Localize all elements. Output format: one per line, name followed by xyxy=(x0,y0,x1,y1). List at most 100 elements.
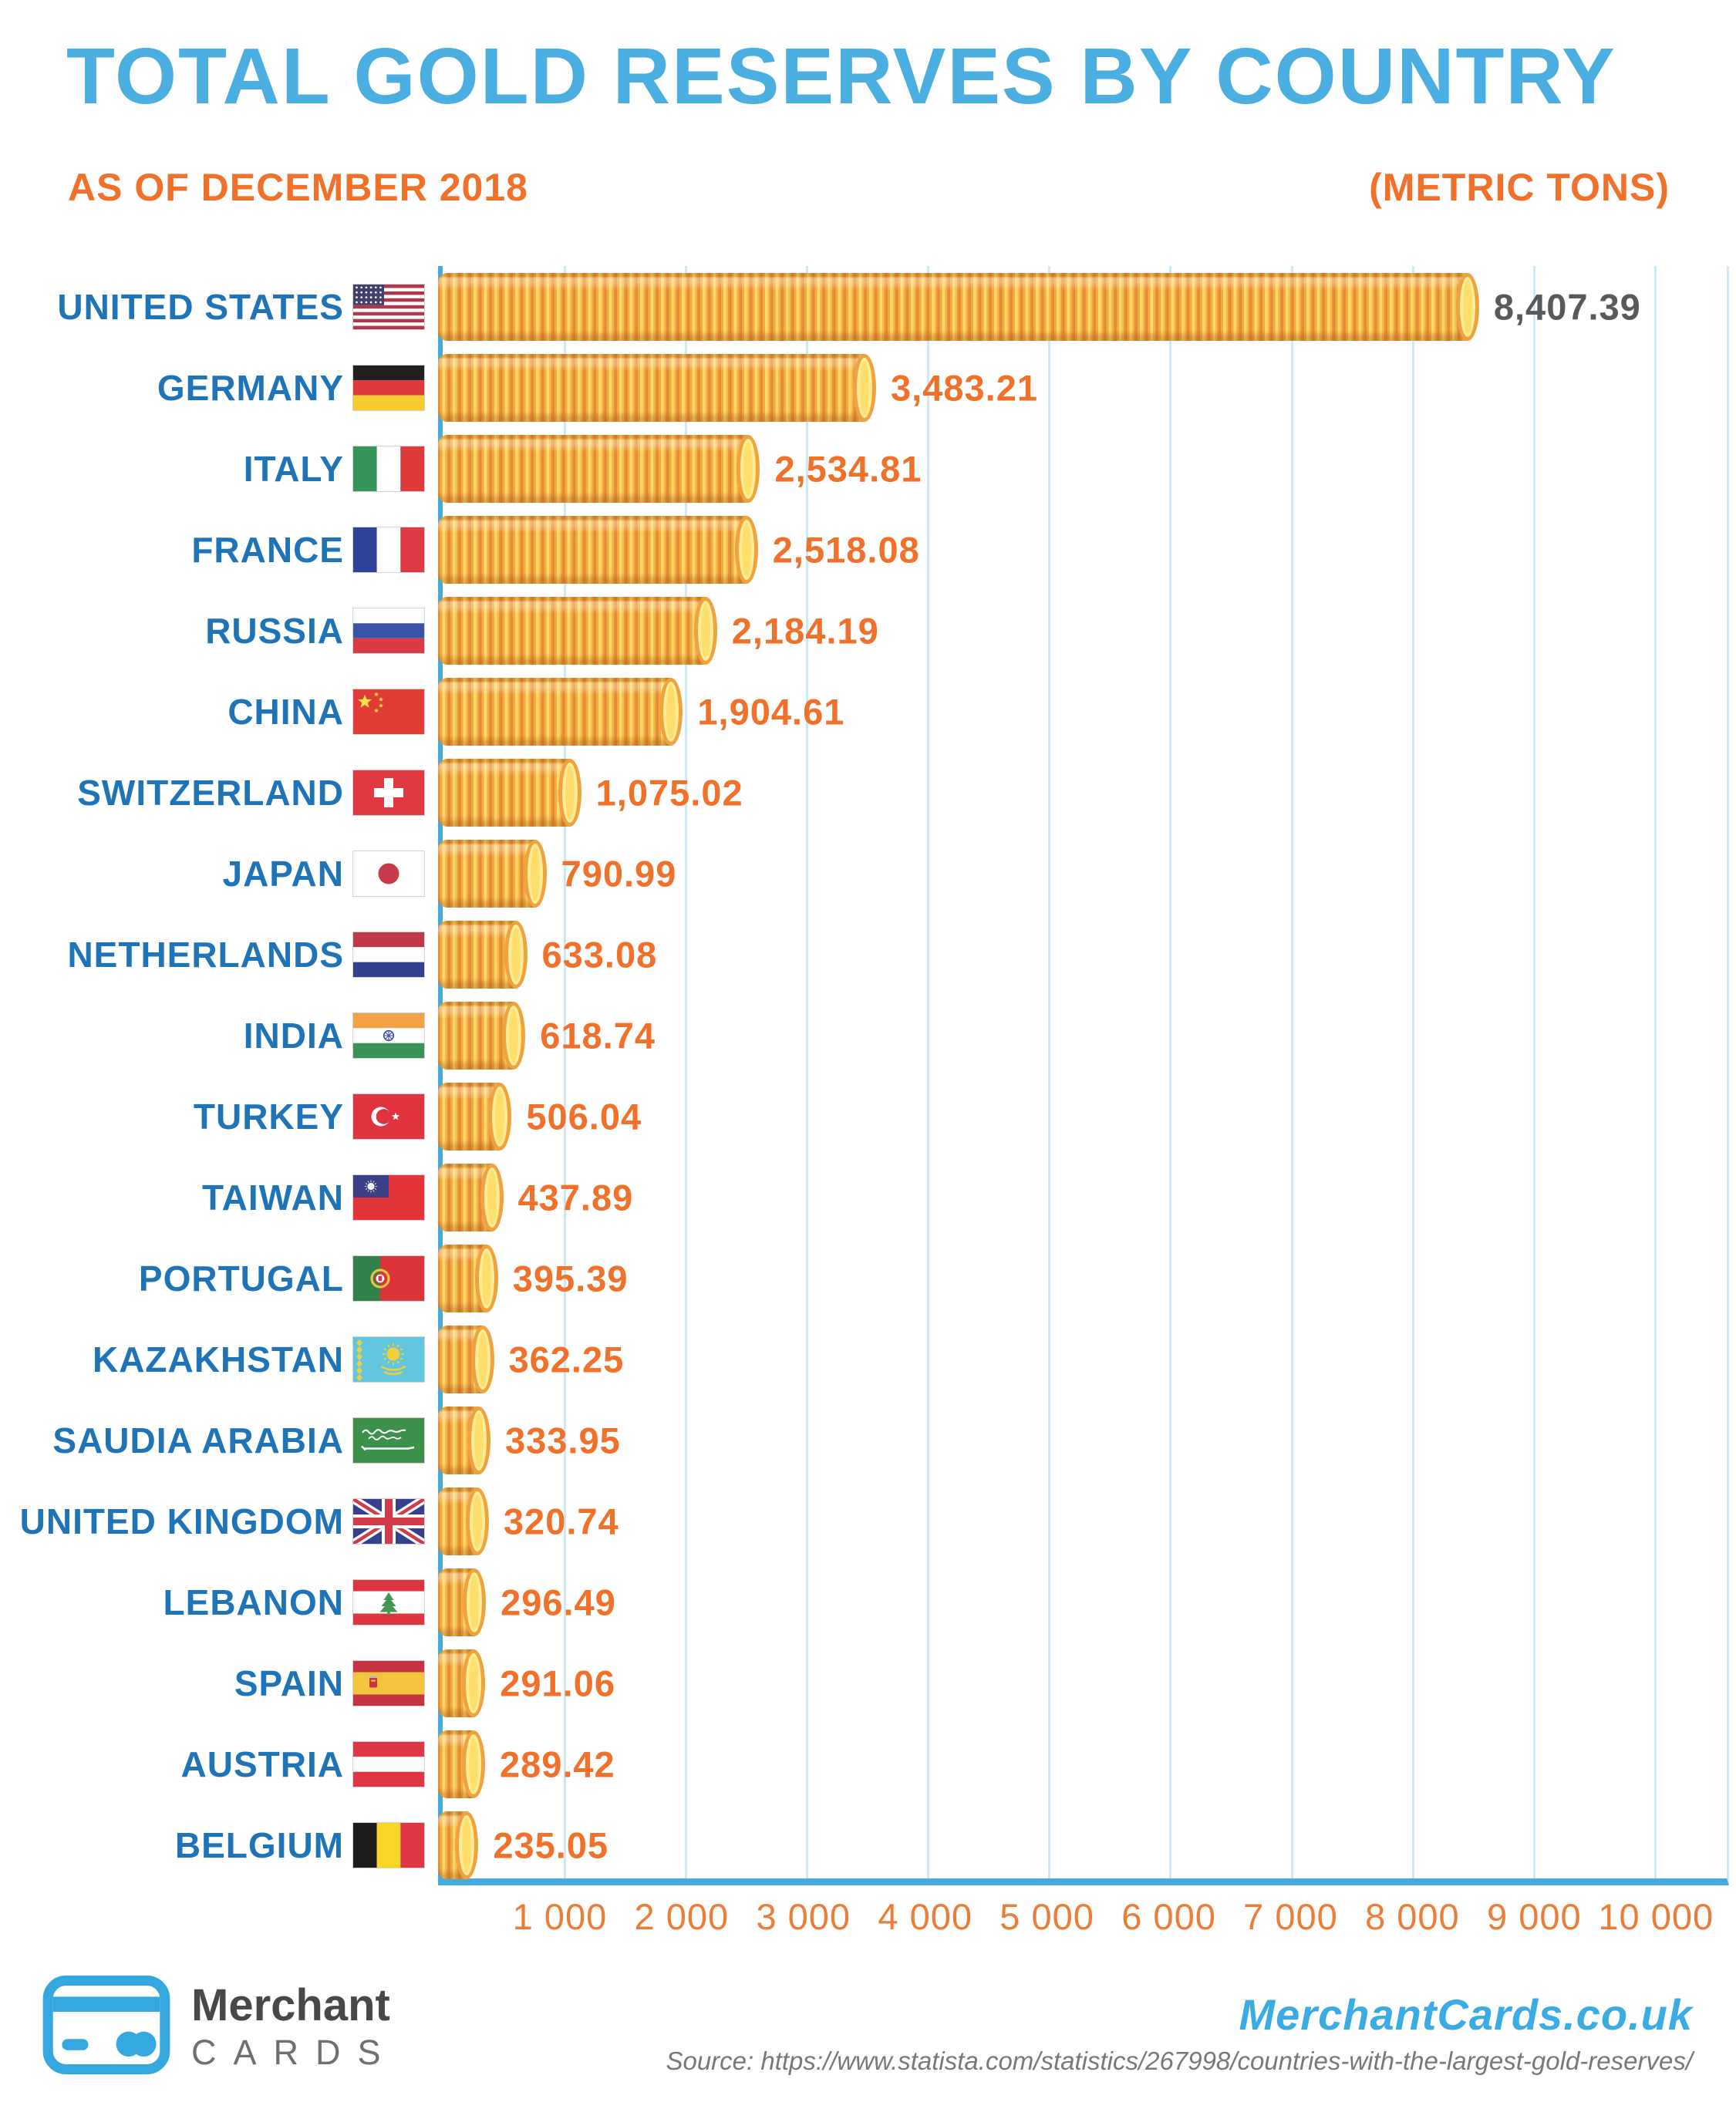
row-netherlands: NETHERLANDS 633.08 xyxy=(0,914,1736,995)
country-label: SPAIN xyxy=(234,1663,344,1703)
country-label: ITALY xyxy=(243,448,344,489)
bar-zone: 618.74 xyxy=(438,1001,1736,1070)
gridline-8000 xyxy=(1411,266,1414,1878)
row-saudia-arabia: SAUDIA ARABIA 333.95 xyxy=(0,1400,1736,1481)
value-label: 235.05 xyxy=(493,1824,609,1865)
gridline-2000 xyxy=(685,266,688,1878)
flag-spain-icon xyxy=(353,1660,424,1706)
bar-taiwan xyxy=(438,1163,503,1231)
bar-portugal xyxy=(438,1244,498,1312)
x-tick-4000: 4 000 xyxy=(878,1896,972,1937)
flag-saudi-arabia-icon xyxy=(353,1417,424,1463)
country-label: GERMANY xyxy=(157,367,344,408)
value-label: 3,483.21 xyxy=(891,367,1038,408)
x-tick-6000: 6 000 xyxy=(1121,1896,1216,1937)
value-label: 2,518.08 xyxy=(772,529,920,570)
flag-france-icon xyxy=(353,527,424,572)
bar-japan xyxy=(438,839,547,908)
row-united-states: UNITED STATES 8,407.39 xyxy=(0,266,1736,347)
bar-zone: 2,518.08 xyxy=(438,515,1736,584)
country-label: FRANCE xyxy=(191,529,344,570)
flag-germany-icon xyxy=(353,365,424,410)
value-label: 633.08 xyxy=(541,934,658,975)
flag-switzerland-icon xyxy=(353,770,424,815)
flag-china-icon xyxy=(353,689,424,734)
row-kazakhstan: KAZAKHSTAN 362.25 xyxy=(0,1319,1736,1400)
value-label: 320.74 xyxy=(503,1501,619,1541)
bar-zone: 790.99 xyxy=(438,839,1736,908)
value-label: 362.25 xyxy=(508,1339,625,1380)
gridline-4000 xyxy=(927,266,930,1878)
country-label: INDIA xyxy=(243,1015,344,1056)
bar-zone: 320.74 xyxy=(438,1487,1736,1555)
row-france: FRANCE 2,518.08 xyxy=(0,509,1736,590)
row-united-kingdom: UNITED KINGDOM 320.74 xyxy=(0,1481,1736,1562)
bar-germany xyxy=(438,353,877,422)
country-label: RUSSIA xyxy=(205,610,344,651)
row-switzerland: SWITZERLAND 1,075.02 xyxy=(0,752,1736,833)
bar-united-kingdom xyxy=(438,1487,489,1555)
row-turkey: TURKEY 506.04 xyxy=(0,1076,1736,1157)
row-lebanon: LEBANON 296.49 xyxy=(0,1562,1736,1642)
row-taiwan: TAIWAN 437.89 xyxy=(0,1157,1736,1238)
flag-portugal-icon xyxy=(353,1255,424,1301)
value-label: 395.39 xyxy=(512,1258,629,1299)
logo-line2: CARDS xyxy=(191,2033,398,2073)
bar-zone: 2,534.81 xyxy=(438,434,1736,503)
bar-zone: 1,904.61 xyxy=(438,677,1736,746)
flag-india-icon xyxy=(353,1012,424,1058)
bar-lebanon xyxy=(438,1568,487,1636)
bar-turkey xyxy=(438,1082,512,1151)
x-tick-2000: 2 000 xyxy=(634,1896,730,1937)
value-label: 333.95 xyxy=(505,1420,621,1460)
country-label: JAPAN xyxy=(222,853,344,894)
bar-zone: 362.25 xyxy=(438,1325,1736,1393)
value-label: 506.04 xyxy=(526,1096,642,1137)
gridline-5000 xyxy=(1048,266,1051,1878)
chart-rows: UNITED STATES 8,407.39 GERMANY 3,483.21 ITAL… xyxy=(0,266,1736,1885)
bar-netherlands xyxy=(438,920,527,989)
website-link: MerchantCards.co.uk xyxy=(1239,1990,1693,2039)
row-belgium: BELGIUM 235.05 xyxy=(0,1804,1736,1885)
row-india: INDIA 618.74 xyxy=(0,995,1736,1076)
bar-zone: 289.42 xyxy=(438,1730,1736,1798)
value-label: 289.42 xyxy=(499,1743,615,1784)
bar-zone: 395.39 xyxy=(438,1244,1736,1312)
bar-zone: 3,483.21 xyxy=(438,353,1736,422)
bar-chart: UNITED STATES 8,407.39 GERMANY 3,483.21 ITAL… xyxy=(0,266,1736,1885)
country-label: SWITZERLAND xyxy=(77,772,344,813)
country-label: UNITED STATES xyxy=(57,286,344,327)
bar-zone: 333.95 xyxy=(438,1406,1736,1474)
country-label: PORTUGAL xyxy=(138,1258,344,1299)
country-label: SAUDIA ARABIA xyxy=(52,1420,344,1460)
country-label: LEBANON xyxy=(163,1582,344,1622)
gridline-6000 xyxy=(1169,266,1172,1878)
value-label: 2,184.19 xyxy=(731,610,879,651)
value-label: 618.74 xyxy=(540,1015,656,1056)
row-japan: JAPAN 790.99 xyxy=(0,833,1736,914)
bar-spain xyxy=(438,1649,486,1717)
bar-zone: 437.89 xyxy=(438,1163,1736,1231)
bar-zone: 1,075.02 xyxy=(438,758,1736,827)
flag-russia-icon xyxy=(353,608,424,653)
country-label: TAIWAN xyxy=(201,1177,344,1218)
bar-saudia-arabia xyxy=(438,1406,491,1474)
bar-china xyxy=(438,677,683,746)
flag-japan-icon xyxy=(353,851,424,896)
value-label: 291.06 xyxy=(500,1663,615,1703)
source-citation: Source: https://www.statista.com/statist… xyxy=(666,2047,1693,2075)
x-axis-ticks: 1 000 2 000 3 000 4 000 5 000 6 000 7 000 8 000… xyxy=(438,1895,1729,1942)
bar-zone: 291.06 xyxy=(438,1649,1736,1717)
value-label: 1,904.61 xyxy=(697,691,845,732)
country-label: CHINA xyxy=(228,691,344,732)
flag-taiwan-icon xyxy=(353,1174,424,1220)
flag-kazakhstan-icon xyxy=(353,1336,424,1382)
bar-switzerland xyxy=(438,758,581,827)
value-label: 1,075.02 xyxy=(595,772,743,813)
x-tick-1000: 1 000 xyxy=(512,1896,608,1937)
bar-zone: 235.05 xyxy=(438,1811,1736,1879)
country-label: KAZAKHSTAN xyxy=(92,1339,344,1380)
bar-belgium xyxy=(438,1811,479,1879)
value-label: 2,534.81 xyxy=(774,448,922,489)
gridline-9000 xyxy=(1532,266,1535,1878)
